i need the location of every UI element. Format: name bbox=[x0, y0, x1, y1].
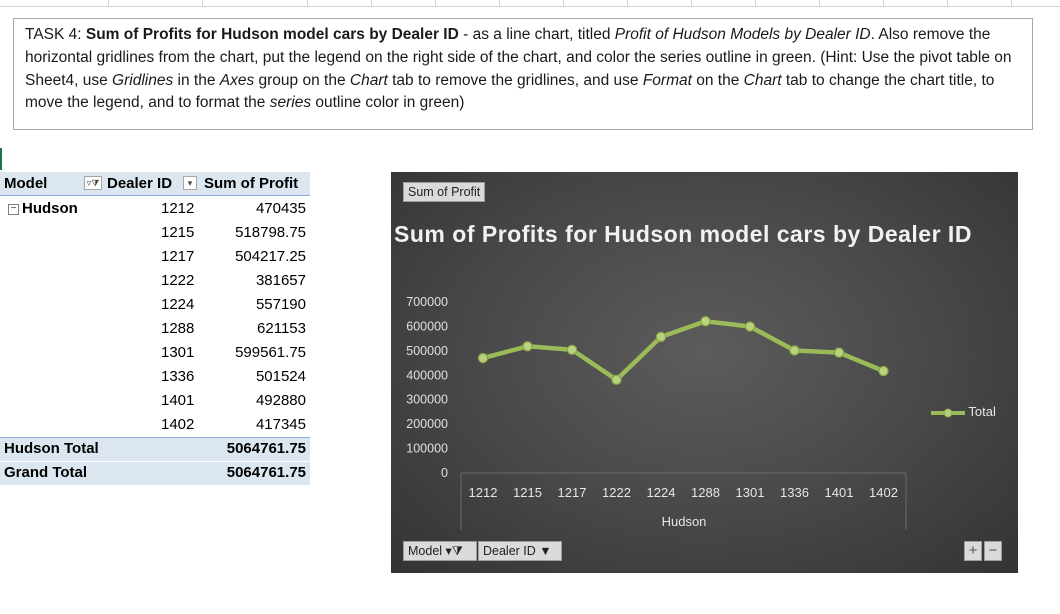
profit-cell: 518798.75 bbox=[235, 224, 306, 241]
category-group-label: Hudson bbox=[662, 514, 707, 529]
pivot-row[interactable]: 1217 504217.25 bbox=[0, 245, 310, 269]
pivot-row[interactable]: 1222 381657 bbox=[0, 269, 310, 293]
data-point[interactable] bbox=[833, 347, 845, 358]
legend-label: Total bbox=[968, 404, 996, 419]
expand-button[interactable]: + bbox=[964, 541, 982, 561]
dealer-id-cell: 1212 bbox=[161, 200, 195, 217]
profit-cell: 621153 bbox=[257, 320, 306, 337]
pivot-row[interactable]: 1401 492880 bbox=[0, 389, 310, 413]
data-point[interactable] bbox=[789, 345, 800, 356]
dealer-dropdown-icon[interactable]: ▾ bbox=[183, 176, 197, 190]
data-point[interactable] bbox=[878, 365, 889, 377]
sum-header: Sum of Profit bbox=[204, 175, 299, 192]
x-tick-label: 1212 bbox=[469, 485, 498, 500]
subtotal-row[interactable]: Hudson Total 5064761.75 bbox=[0, 438, 310, 461]
y-tick-label: 500000 bbox=[406, 344, 448, 358]
data-point[interactable] bbox=[655, 331, 667, 343]
grand-total-row[interactable]: Grand Total 5064761.75 bbox=[0, 462, 310, 485]
total-value: 5064761.75 bbox=[226, 464, 306, 481]
collapse-button[interactable]: − bbox=[984, 541, 1002, 561]
x-tick-label: 1401 bbox=[825, 485, 854, 500]
dealer-id-cell: 1401 bbox=[161, 392, 195, 409]
x-tick-label: 1224 bbox=[647, 485, 676, 500]
x-tick-label: 1402 bbox=[869, 485, 898, 500]
profit-cell: 417345 bbox=[255, 416, 306, 433]
profit-cell: 470435 bbox=[255, 200, 306, 217]
data-point[interactable] bbox=[744, 321, 756, 332]
dealer-id-cell: 1217 bbox=[161, 248, 195, 265]
pivot-row[interactable]: − Hudson 1212 470435 bbox=[0, 197, 310, 221]
legend-line-icon bbox=[931, 408, 965, 418]
y-tick-label: 100000 bbox=[406, 442, 448, 456]
collapse-icon[interactable]: − bbox=[8, 204, 19, 215]
profit-cell: 557190 bbox=[255, 296, 306, 313]
pivot-row[interactable]: 1336 501524 bbox=[0, 365, 310, 389]
y-tick-label: 0 bbox=[441, 466, 448, 480]
divider bbox=[0, 437, 310, 438]
dealer-id-cell: 1402 bbox=[161, 416, 195, 433]
pivot-row[interactable]: 1224 557190 bbox=[0, 293, 310, 317]
line-plot: 700000 600000 500000 400000 300000 200000 1000… bbox=[406, 295, 907, 530]
pivot-chart[interactable]: Sum of Profit Sum of Profits for Hudson … bbox=[391, 172, 1018, 573]
x-tick-label: 1301 bbox=[736, 485, 765, 500]
y-tick-label: 700000 bbox=[406, 295, 448, 309]
chart-legend[interactable]: Total bbox=[931, 404, 996, 419]
total-value: 5064761.75 bbox=[226, 440, 306, 457]
data-point[interactable] bbox=[611, 374, 622, 385]
chart-title[interactable]: Sum of Profits for Hudson model cars by … bbox=[394, 221, 972, 247]
x-tick-label: 1217 bbox=[558, 485, 587, 500]
dealer-header: Dealer ID bbox=[107, 175, 173, 192]
x-tick-label: 1336 bbox=[780, 485, 809, 500]
y-tick-label: 400000 bbox=[406, 368, 448, 382]
dealer-id-cell: 1222 bbox=[161, 272, 195, 289]
model-header: Model bbox=[4, 175, 48, 192]
dealer-id-cell: 1288 bbox=[161, 320, 195, 337]
pivot-row[interactable]: 1215 518798.75 bbox=[0, 221, 310, 245]
data-point[interactable] bbox=[522, 341, 533, 352]
x-tick-label: 1222 bbox=[602, 485, 631, 500]
y-tick-label: 600000 bbox=[406, 319, 448, 333]
profit-cell: 501524 bbox=[255, 368, 306, 385]
task-instructions: TASK 4: Sum of Profits for Hudson model … bbox=[13, 18, 1033, 130]
profit-cell: 504217.25 bbox=[235, 248, 306, 265]
data-point[interactable] bbox=[566, 344, 578, 356]
active-cell-edge bbox=[0, 148, 2, 170]
pivot-row[interactable]: 1288 621153 bbox=[0, 317, 310, 341]
dealer-id-cell: 1301 bbox=[161, 344, 195, 361]
y-tick-label: 300000 bbox=[406, 393, 448, 407]
pivot-header-row: Model ▿⧩ Dealer ID ▾ Sum of Profit bbox=[0, 172, 310, 196]
dealer-id-cell: 1224 bbox=[161, 296, 195, 313]
dealer-id-cell: 1336 bbox=[161, 368, 195, 385]
model-field-button[interactable]: Model ▾⧩ bbox=[403, 541, 477, 561]
profit-cell: 599561.75 bbox=[235, 344, 306, 361]
dealer-id-field-button[interactable]: Dealer ID ▼ bbox=[478, 541, 562, 561]
y-tick-label: 200000 bbox=[406, 417, 448, 431]
filter-icon[interactable]: ▾⧩ bbox=[445, 544, 463, 558]
sum-of-profit-field-button[interactable]: Sum of Profit bbox=[403, 182, 486, 202]
series-line-total[interactable] bbox=[482, 319, 885, 383]
data-point[interactable] bbox=[477, 352, 489, 364]
x-tick-label: 1215 bbox=[513, 485, 542, 500]
model-filter-icon[interactable]: ▿⧩ bbox=[84, 176, 102, 190]
column-header-strip bbox=[0, 0, 1060, 7]
total-label: Grand Total bbox=[4, 464, 88, 481]
profit-cell: 492880 bbox=[255, 392, 306, 409]
total-label: Hudson Total bbox=[4, 440, 99, 457]
profit-cell: 381657 bbox=[255, 272, 306, 289]
chevron-down-icon[interactable]: ▼ bbox=[539, 544, 552, 558]
data-point[interactable] bbox=[700, 316, 711, 327]
x-tick-label: 1288 bbox=[691, 485, 720, 500]
dealer-id-cell: 1215 bbox=[161, 224, 195, 241]
pivot-row[interactable]: 1402 417345 bbox=[0, 413, 310, 437]
pivot-row[interactable]: 1301 599561.75 bbox=[0, 341, 310, 365]
group-label: Hudson bbox=[22, 200, 78, 217]
